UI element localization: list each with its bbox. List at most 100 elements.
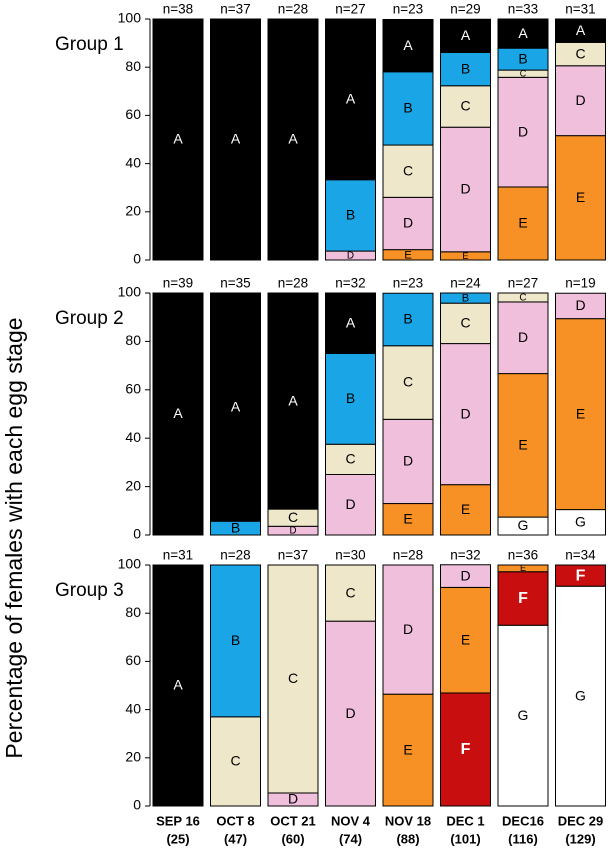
bar-segment-c xyxy=(325,564,376,622)
n-label: n=23 xyxy=(393,2,423,17)
y-tick-label: 80 xyxy=(125,332,141,348)
bar-segment-c xyxy=(325,443,376,475)
x-tick-label-day: (74) xyxy=(339,831,362,846)
segment-label: A xyxy=(403,37,413,53)
bar-segment-d xyxy=(555,65,606,137)
bar-segment-a xyxy=(325,18,376,181)
bar-segment-b xyxy=(440,292,491,304)
segment-label: C xyxy=(520,69,527,79)
segment-label: B xyxy=(461,60,470,76)
segment-label: B xyxy=(346,207,355,223)
segment-label: E xyxy=(461,501,470,517)
y-tick-label: 20 xyxy=(125,477,141,493)
x-tick-label-date: DEC 29 xyxy=(558,813,604,828)
n-label: n=28 xyxy=(278,2,308,17)
bar-segment-a xyxy=(497,18,549,49)
y-tick-label: 100 xyxy=(118,284,142,300)
bar-segment-e xyxy=(497,564,549,573)
n-label: n=39 xyxy=(163,276,193,291)
segment-label: E xyxy=(462,251,468,261)
segment-label: A xyxy=(346,314,356,330)
bar-segment-d xyxy=(440,564,491,588)
x-tick-label-day: (101) xyxy=(450,831,480,846)
segment-label: A xyxy=(173,677,183,693)
n-label: n=32 xyxy=(450,548,480,563)
n-label: n=24 xyxy=(450,276,481,291)
bar-segment-c xyxy=(440,85,491,128)
y-tick-label: 80 xyxy=(125,604,141,620)
segment-label: F xyxy=(576,567,586,584)
n-label: n=23 xyxy=(393,276,423,291)
bar-segment-f xyxy=(555,564,606,587)
bar-segment-g xyxy=(497,624,549,807)
n-label: n=36 xyxy=(508,548,538,563)
n-label: n=29 xyxy=(450,2,480,17)
group-label: Group 1 xyxy=(55,34,124,55)
bar-segment-b xyxy=(325,179,376,252)
x-tick-label-date: NOV 4 xyxy=(331,813,371,828)
n-label: n=27 xyxy=(335,2,365,17)
segment-label: D xyxy=(518,329,528,345)
bar-segment-a xyxy=(152,564,204,807)
n-label: n=30 xyxy=(335,548,365,563)
y-tick-label: 40 xyxy=(125,154,141,170)
segment-label: D xyxy=(518,123,528,139)
n-label: n=31 xyxy=(163,548,193,563)
segment-label: A xyxy=(288,392,298,408)
segment-label: C xyxy=(460,98,470,114)
n-label: n=27 xyxy=(508,276,538,291)
n-label: n=38 xyxy=(163,2,193,17)
n-label: n=31 xyxy=(565,2,595,17)
x-tick-label-day: (116) xyxy=(508,831,538,846)
n-label: n=19 xyxy=(565,276,595,291)
segment-label: D xyxy=(403,621,413,637)
x-tick-label-date: OCT 21 xyxy=(270,813,316,828)
segment-label: E xyxy=(403,741,412,757)
y-tick-label: 60 xyxy=(125,381,141,397)
y-tick-label: 100 xyxy=(118,556,142,572)
segment-label: D xyxy=(575,92,585,108)
segment-label: B xyxy=(518,50,527,66)
bar-segment-b xyxy=(325,353,376,445)
segment-label: C xyxy=(460,315,470,331)
bar-segment-c xyxy=(440,302,491,345)
n-label: n=37 xyxy=(278,548,308,563)
segment-label: A xyxy=(461,27,471,43)
segment-label: D xyxy=(460,181,470,197)
bar-segment-b xyxy=(382,71,434,146)
bar-segment-a xyxy=(555,18,606,43)
segment-label: B xyxy=(231,632,240,648)
bar-segment-a xyxy=(382,18,434,73)
bar-segment-g xyxy=(555,585,606,807)
n-label: n=28 xyxy=(220,548,250,563)
segment-label: B xyxy=(403,100,412,116)
bar-segment-e xyxy=(440,484,491,536)
bar-segment-a xyxy=(210,18,261,261)
segment-label: E xyxy=(576,405,585,421)
bar-segment-d xyxy=(555,292,606,320)
bar-segment-c xyxy=(267,564,319,794)
y-tick-label: 40 xyxy=(125,429,141,445)
bar-segment-a xyxy=(267,18,319,261)
x-tick-label-day: (25) xyxy=(166,831,189,846)
bar-segment-a xyxy=(152,292,204,536)
segment-label: D xyxy=(403,453,413,469)
y-tick-label: 20 xyxy=(125,749,141,765)
segment-label: E xyxy=(404,249,412,261)
segment-label: C xyxy=(288,670,298,686)
bar-segment-d xyxy=(497,301,549,375)
y-tick-label: 0 xyxy=(133,797,141,813)
segment-label: B xyxy=(462,293,469,305)
segment-label: E xyxy=(518,215,527,231)
y-tick-label: 100 xyxy=(118,10,142,26)
bar-segment-b xyxy=(382,292,434,347)
y-tick-label: 0 xyxy=(133,526,141,542)
segment-label: E xyxy=(576,189,585,205)
segment-label: C xyxy=(403,374,413,390)
segment-label: D xyxy=(460,405,470,421)
segment-label: C xyxy=(345,584,355,600)
bar-segment-e xyxy=(555,135,606,261)
y-tick-label: 20 xyxy=(125,203,141,219)
bar-segment-c xyxy=(382,144,434,198)
